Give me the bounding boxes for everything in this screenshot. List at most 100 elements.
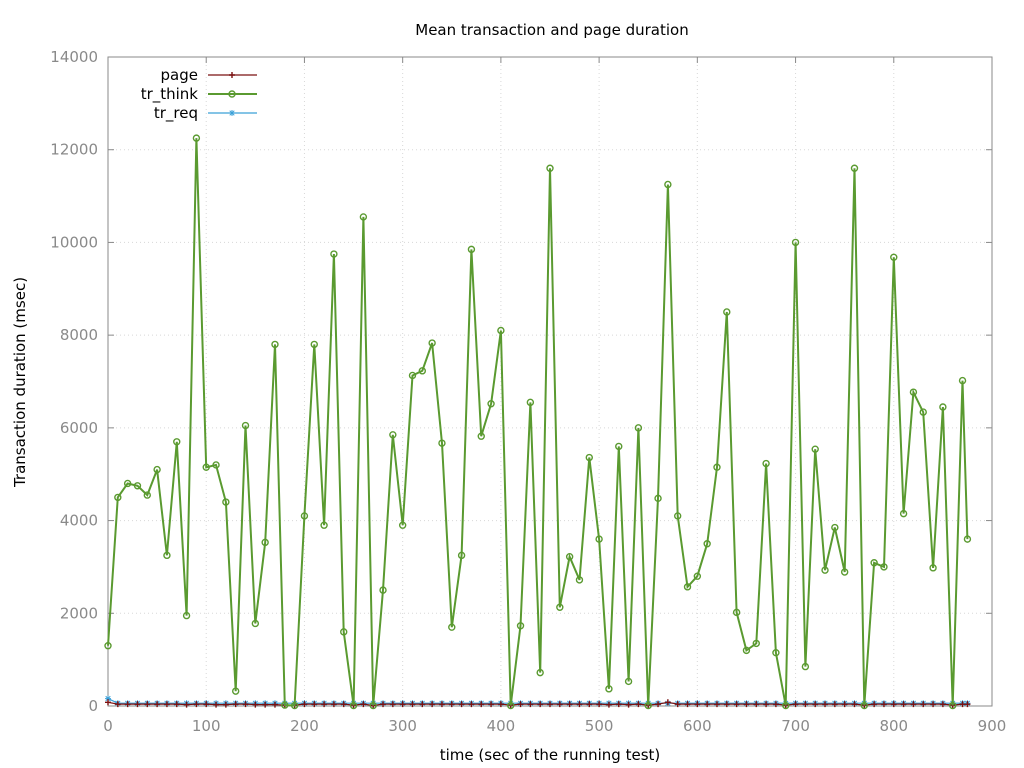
data-point: [674, 701, 681, 708]
data-point: [899, 509, 908, 518]
y-axis-label: Transaction duration (msec): [11, 277, 29, 488]
data-point: [812, 701, 819, 708]
data-point: [340, 701, 347, 708]
data-point: [408, 371, 417, 380]
series-tr-think: [104, 134, 972, 710]
data-point: [321, 701, 328, 708]
data-point: [723, 701, 730, 708]
data-point: [213, 701, 220, 708]
legend-label: tr_think: [141, 85, 199, 104]
data-point: [123, 479, 132, 488]
data-point: [438, 439, 446, 447]
x-tick-label: 600: [683, 717, 712, 735]
data-point: [537, 701, 544, 708]
data-point: [124, 701, 131, 708]
data-point: [419, 701, 426, 708]
data-point: [448, 623, 456, 631]
data-point: [516, 622, 525, 630]
data-point: [841, 701, 848, 708]
data-point: [429, 701, 436, 708]
data-point: [438, 701, 445, 708]
data-point: [684, 701, 691, 708]
data-point: [507, 701, 515, 710]
y-tick-label: 2000: [60, 604, 98, 622]
data-point: [595, 535, 603, 543]
data-point: [664, 699, 671, 706]
data-point: [694, 701, 701, 708]
data-point: [133, 482, 142, 490]
data-point: [939, 701, 946, 708]
data-point: [556, 603, 564, 611]
data-point: [782, 701, 790, 710]
data-point: [704, 701, 711, 708]
data-point: [399, 701, 406, 708]
data-point: [320, 521, 328, 529]
data-point: [311, 701, 318, 708]
data-point: [517, 701, 524, 708]
data-point: [949, 701, 957, 710]
data-point: [792, 701, 799, 708]
data-point: [212, 461, 220, 469]
data-point: [624, 677, 633, 686]
data-point: [664, 180, 672, 189]
data-point: [625, 701, 632, 708]
data-point: [271, 701, 278, 708]
data-point: [963, 535, 972, 543]
data-point: [713, 463, 721, 471]
data-point: [742, 646, 751, 655]
data-point: [487, 400, 495, 408]
data-point: [497, 326, 505, 335]
data-point: [576, 701, 583, 708]
data-point: [752, 639, 760, 648]
data-point: [398, 521, 407, 529]
data-point: [241, 421, 250, 430]
y-tick-label: 8000: [60, 326, 98, 344]
data-point: [713, 701, 720, 708]
data-point: [635, 701, 642, 708]
data-point: [673, 512, 682, 520]
data-point: [104, 642, 112, 650]
data-point: [870, 559, 878, 567]
data-point: [644, 701, 652, 710]
data-point: [105, 695, 111, 702]
data-point: [105, 699, 111, 706]
plot-frame: [107, 56, 993, 707]
data-point: [586, 701, 593, 708]
data-point: [261, 538, 269, 547]
data-point: [654, 494, 662, 503]
data-point: [183, 701, 190, 708]
data-point: [801, 662, 810, 671]
data-point: [605, 701, 612, 708]
data-point: [222, 701, 229, 708]
x-tick-label: 400: [487, 717, 516, 735]
series-line: [107, 138, 969, 707]
x-tick-label: 200: [290, 717, 319, 735]
data-point: [964, 701, 971, 708]
data-point: [958, 376, 967, 385]
data-point: [850, 164, 859, 172]
legend-item-tr-think: tr_think: [141, 85, 257, 104]
data-point: [762, 459, 770, 468]
data-point: [379, 586, 387, 594]
legend-marker: [229, 110, 235, 116]
data-point: [359, 213, 368, 221]
data-point: [428, 339, 436, 347]
y-tick-label: 6000: [60, 419, 98, 437]
data-point: [753, 701, 760, 708]
data-point: [655, 701, 662, 708]
x-tick-label: 700: [781, 717, 810, 735]
legend-label: page: [161, 66, 198, 84]
data-point: [409, 701, 416, 708]
data-point: [163, 701, 170, 708]
data-point: [683, 583, 692, 591]
y-tick-label: 12000: [50, 141, 98, 159]
data-point: [546, 164, 554, 172]
series-page: [105, 699, 971, 709]
grid: [107, 56, 993, 707]
legend-item-page: page: [161, 66, 257, 84]
data-point: [566, 701, 573, 708]
data-point: [840, 568, 849, 576]
y-tick-label: 14000: [50, 48, 98, 66]
legend-marker: [228, 90, 236, 98]
data-point: [232, 701, 239, 708]
